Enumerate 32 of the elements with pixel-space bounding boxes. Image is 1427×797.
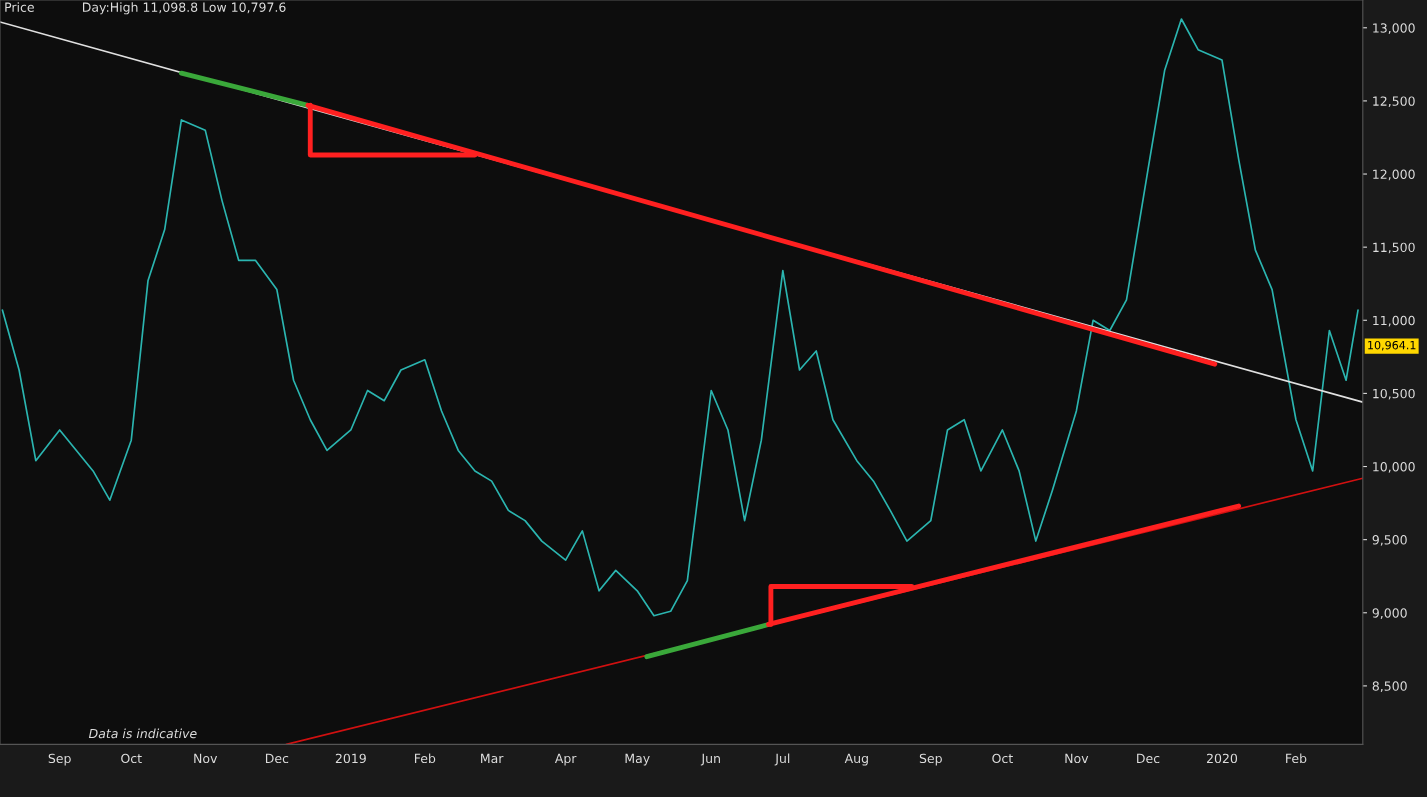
x-tick-label: Sep xyxy=(48,753,71,766)
chart-subtitle: Day:High 11,098.8 Low 10,797.6 xyxy=(82,2,286,15)
y-tick-label: 10,000 xyxy=(1373,462,1415,473)
x-tick-label: Apr xyxy=(554,753,577,766)
x-tick-label: Nov xyxy=(1065,753,1089,764)
annotation: Data is indicative xyxy=(88,728,197,739)
y-tick-label: 9,000 xyxy=(1372,608,1407,619)
x-tick-label: Sep xyxy=(919,753,942,766)
x-tick-label: Aug xyxy=(844,753,868,766)
y-tick-label: 12,000 xyxy=(1373,169,1415,181)
y-tick-label: 10,500 xyxy=(1373,388,1415,400)
x-tick-label: Oct xyxy=(992,753,1013,764)
x-tick-label: Jul xyxy=(774,753,790,766)
y-tick-label: 9,500 xyxy=(1372,535,1407,546)
x-tick-label: Nov xyxy=(194,753,218,764)
y-tick-label: 12,500 xyxy=(1373,96,1415,108)
x-tick-label: Jun xyxy=(700,753,720,766)
y-tick-label: 11,000 xyxy=(1373,315,1415,327)
x-tick-label: May xyxy=(625,753,650,766)
chart-title: Price xyxy=(5,2,34,12)
x-tick-label: Dec xyxy=(1137,753,1160,764)
text: 10,964.1 xyxy=(1368,340,1416,351)
y-tick-label: 8,500 xyxy=(1372,681,1407,693)
x-tick-label: 2020 xyxy=(1206,753,1238,764)
x-tick-label: Mar xyxy=(481,753,504,764)
x-tick-label: Feb xyxy=(414,753,436,764)
x-tick-label: Oct xyxy=(121,753,142,764)
y-tick-label: 13,000 xyxy=(1373,23,1415,34)
x-tick-label: 2019 xyxy=(335,753,366,764)
x-tick-label: Dec xyxy=(265,753,289,764)
x-tick-label: Feb xyxy=(1286,753,1307,764)
y-tick-label: 11,500 xyxy=(1373,242,1415,254)
